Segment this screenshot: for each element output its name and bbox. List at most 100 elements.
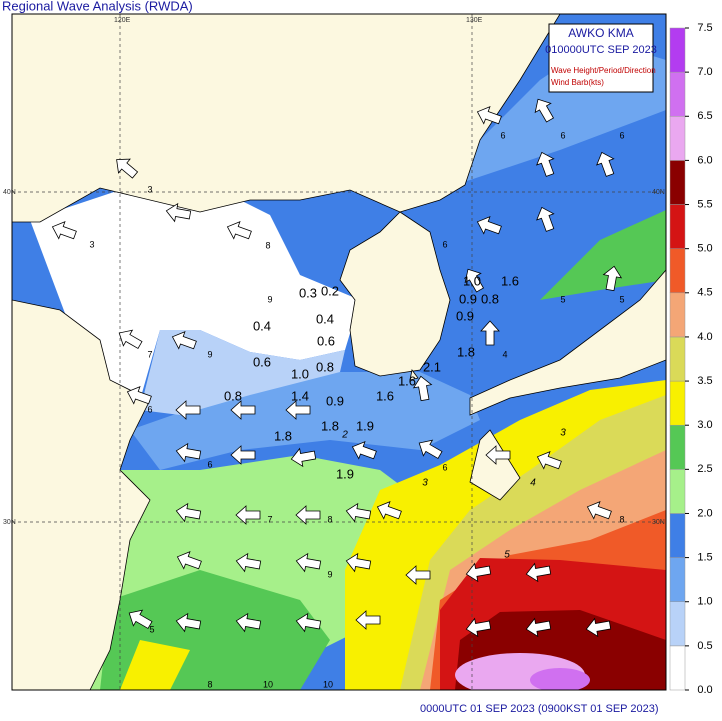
contour-label: 0.8 <box>481 291 499 306</box>
wave-arrow <box>116 158 139 179</box>
contour-label: 1.8 <box>321 418 339 433</box>
colorbar: 0.0 0.5 1.0 1.5 2.0 2.5 3.0 3.5 4.0 4.5 5.0 5.5 6.0 6… <box>669 22 713 696</box>
wave-arrow <box>235 505 261 525</box>
wave-arrow <box>585 617 612 638</box>
colorbar-label: 1.0 <box>697 596 712 608</box>
wave-arrow <box>175 502 202 523</box>
wave-arrow <box>464 268 485 293</box>
colorbar-band <box>669 248 686 294</box>
colorbar-band <box>669 380 686 426</box>
period-label: 5 <box>560 294 565 304</box>
contour-label: 1.9 <box>336 466 354 481</box>
isoline-label: 3 <box>422 478 428 489</box>
wave-arrow <box>345 502 372 523</box>
land <box>12 14 666 690</box>
wave-arrow <box>235 612 262 633</box>
contour-label: 0.9 <box>456 308 474 323</box>
contour-label: 1.4 <box>291 388 309 403</box>
lon-label: 130E <box>466 17 483 24</box>
period-label: 6 <box>442 462 447 472</box>
colorbar-label: 3.5 <box>697 375 712 387</box>
period-label: 5 <box>149 624 154 634</box>
colorbar-label: 1.5 <box>697 552 712 564</box>
period-label: 6 <box>207 459 212 469</box>
colorbar-band <box>669 336 686 382</box>
period-label: 10 <box>323 679 333 689</box>
graticule <box>12 14 666 690</box>
wave-arrow <box>525 617 552 638</box>
wave-arrow <box>290 447 317 468</box>
contour-label: 1.0 <box>291 366 309 381</box>
colorbar-band <box>669 469 686 514</box>
colorbar-band <box>669 645 686 691</box>
map-frame <box>11 13 667 691</box>
wave-arrow <box>586 501 612 520</box>
colorbar-band <box>669 160 686 205</box>
shade <box>130 372 480 470</box>
colorbar-band <box>669 424 686 470</box>
wave-arrow <box>480 320 500 346</box>
wave-arrow <box>235 552 262 573</box>
contour-label: 1.6 <box>376 388 394 403</box>
period-label: 8 <box>207 679 212 689</box>
info-line: AWKO KMA <box>568 26 634 40</box>
wave-arrow <box>226 221 252 240</box>
wave-arrow <box>295 552 322 573</box>
wave-arrow <box>418 439 443 460</box>
isoline-label: 5 <box>504 550 510 561</box>
period-label: 8 <box>265 240 270 250</box>
colorbar-band <box>669 116 686 161</box>
colorbar-label: 2.5 <box>697 463 712 475</box>
wave-arrow <box>485 445 511 465</box>
colorbar-band <box>669 601 686 647</box>
lat-label: 40N <box>652 189 665 196</box>
period-label: 7 <box>267 514 272 524</box>
info-line: Wind Barb(kts) <box>551 78 604 87</box>
shade <box>120 640 190 690</box>
contour-label: 0.9 <box>459 291 477 306</box>
contour-label: 1.6 <box>501 273 519 288</box>
colorbar-label: 5.0 <box>697 243 712 255</box>
page-title: Regional Wave Analysis (RWDA) <box>2 0 193 13</box>
wave-arrow <box>51 221 77 240</box>
wave-arrow <box>405 565 431 585</box>
lat-label: 30N <box>652 519 665 526</box>
isoline-label: 3 <box>560 428 566 439</box>
contour-label: 1.9 <box>356 418 374 433</box>
colorbar-band <box>669 557 686 602</box>
period-label: 8 <box>619 514 624 524</box>
period-label: 4 <box>502 349 507 359</box>
colorbar-label: 3.0 <box>697 419 712 431</box>
period-label: 9 <box>267 294 272 304</box>
period-label: 3 <box>89 239 94 249</box>
contour-label: 0.8 <box>316 359 334 374</box>
colorbar-band <box>669 27 686 73</box>
period-label: 6 <box>619 130 624 140</box>
wave-arrow <box>525 562 552 583</box>
wave-arrow <box>171 331 197 350</box>
contour-label: 1.8 <box>457 344 475 359</box>
period-label: 3 <box>147 184 152 194</box>
info-line: Wave Height/Period/Direction <box>551 66 656 75</box>
wave-arrow <box>165 202 192 223</box>
isoline-label: 2 <box>341 430 348 441</box>
map <box>12 14 666 690</box>
shade <box>530 668 590 690</box>
colorbar-label: 7.5 <box>697 22 712 34</box>
wave-arrow <box>376 501 402 520</box>
isoline-label: 4 <box>530 478 536 489</box>
lat-label: 40N <box>3 189 16 196</box>
wave-arrow <box>126 386 152 405</box>
wave-arrow <box>345 552 372 573</box>
footer: 0000UTC 01 SEP 2023 (0900KST 01 SEP 2023… <box>420 703 659 715</box>
period-label: 5 <box>619 294 624 304</box>
wave-arrow <box>230 400 256 420</box>
contour-label: 0.9 <box>326 393 344 408</box>
wave-arrow <box>536 151 555 177</box>
period-label: 6 <box>442 239 447 249</box>
wave-arrow <box>176 551 202 570</box>
period-label: 9 <box>327 569 332 579</box>
wave-arrow <box>602 265 623 292</box>
contour-label: 2.1 <box>423 359 441 374</box>
